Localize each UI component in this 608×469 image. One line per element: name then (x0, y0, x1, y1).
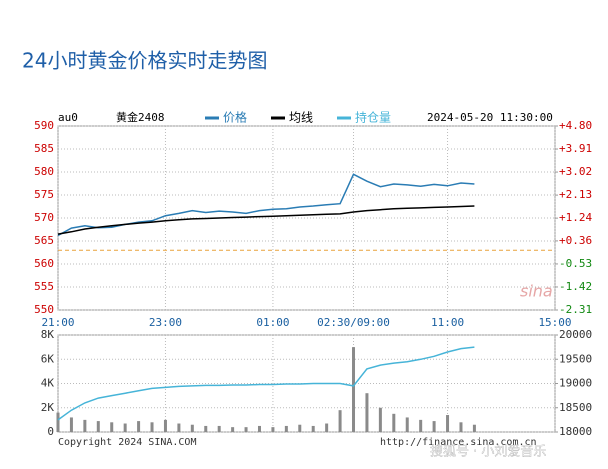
y-tick-label: 560 (34, 257, 54, 270)
copyright: Copyright 2024 SINA.COM (58, 437, 196, 448)
chart-title: 24小时黄金价格实时走势图 (22, 49, 267, 73)
volume-bar (352, 347, 356, 432)
x-tick-label: 15:00 (538, 316, 571, 329)
y2-tick-label: +0.36 (559, 234, 592, 247)
y2-tick-label: +3.02 (559, 165, 592, 178)
volume-bar (137, 421, 141, 432)
volume-bar (432, 421, 436, 432)
y-tick-label: 6K (41, 352, 55, 365)
y2-tick-label: +2.13 (559, 188, 592, 201)
watermark: 搜狐号 · 小刘爱音乐 (430, 444, 546, 460)
volume-bar (244, 427, 248, 432)
y-tick-label: 2K (41, 401, 55, 414)
volume-bar (405, 417, 409, 432)
timestamp: 2024-05-20 11:30:00 (427, 111, 553, 124)
y-tick-label: 590 (34, 119, 54, 132)
y2-tick-label: 19000 (559, 377, 592, 390)
volume-bar (419, 419, 423, 432)
x-tick-label: 11:00 (431, 316, 464, 329)
volume-bar (163, 419, 167, 432)
y2-tick-label: -2.31 (559, 303, 592, 316)
volume-bar (271, 427, 275, 432)
series-line (57, 205, 475, 235)
y-tick-label: 550 (34, 303, 54, 316)
y2-tick-label: -1.42 (559, 280, 592, 293)
x-tick-label: 02:30/09:00 (317, 316, 390, 329)
volume-bar (190, 424, 194, 432)
volume-bar (338, 410, 342, 432)
legend-label: 持仓量 (355, 110, 391, 125)
series-line (57, 346, 475, 421)
y2-tick-label: +4.80 (559, 119, 592, 132)
y-tick-label: 0 (47, 425, 54, 438)
volume-bar (298, 424, 302, 432)
y-tick-label: 585 (34, 142, 54, 155)
volume-bar (110, 422, 114, 432)
y-tick-label: 575 (34, 188, 54, 201)
y2-tick-label: 18500 (559, 401, 592, 414)
x-tick-label: 23:00 (149, 316, 182, 329)
y2-tick-label: +1.24 (559, 211, 592, 224)
volume-bar (365, 393, 369, 432)
volume-bar (284, 425, 288, 432)
x-tick-label: 21:00 (41, 316, 74, 329)
y2-tick-label: -0.53 (559, 257, 592, 270)
volume-bar (257, 425, 261, 432)
volume-bar (69, 417, 73, 432)
volume-bar (446, 415, 450, 432)
volume-bar (325, 423, 329, 432)
volume-bar (392, 413, 396, 432)
volume-bar (231, 427, 235, 432)
y-tick-label: 580 (34, 165, 54, 178)
volume-bar (217, 425, 221, 432)
legend-label: 均线 (289, 111, 313, 125)
y2-tick-label: 19500 (559, 352, 592, 365)
x-tick-label: 01:00 (256, 316, 289, 329)
y2-tick-label: +3.91 (559, 142, 592, 155)
volume-bar (311, 425, 315, 432)
volume-bar (56, 412, 60, 432)
volume-bar (378, 407, 382, 432)
volume-bar (150, 422, 154, 432)
volume-bar (123, 423, 127, 432)
legend-label: 价格 (223, 110, 247, 125)
y-tick-label: 555 (34, 280, 54, 293)
y2-tick-label: 18000 (559, 425, 592, 438)
contract: 黄金2408 (116, 110, 165, 124)
volume-bar (96, 421, 100, 432)
url: http://finance.sina.com.cn (380, 437, 537, 448)
logo-watermark: sina (520, 282, 553, 301)
y-tick-label: 570 (34, 211, 54, 224)
y-tick-label: 4K (41, 377, 55, 390)
y2-tick-label: 20000 (559, 328, 592, 341)
volume-bar (177, 423, 181, 432)
symbol: au0 (58, 111, 78, 124)
volume-bar (472, 424, 476, 432)
volume-bar (83, 419, 87, 432)
y-tick-label: 8K (41, 328, 55, 341)
y-tick-label: 565 (34, 234, 54, 247)
volume-bar (204, 425, 208, 432)
volume-bar (459, 422, 463, 432)
